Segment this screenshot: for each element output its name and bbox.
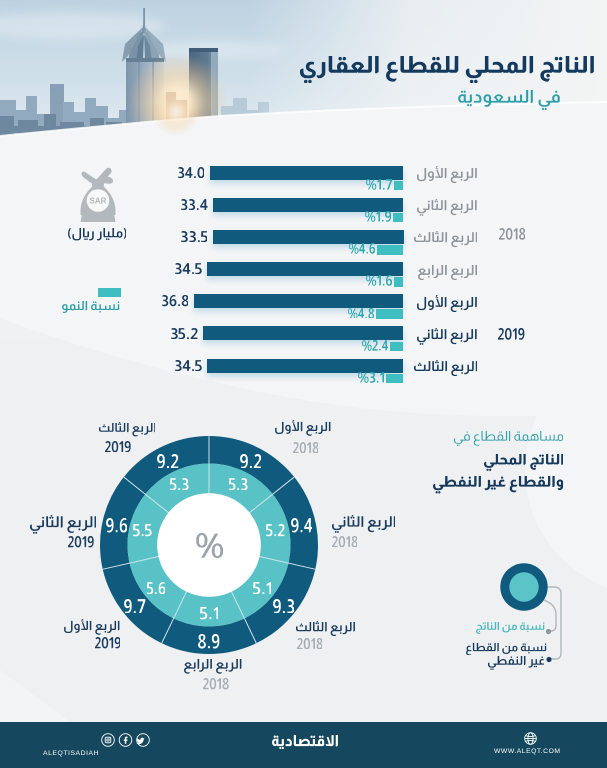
svg-text:SAR: SAR xyxy=(90,197,107,206)
